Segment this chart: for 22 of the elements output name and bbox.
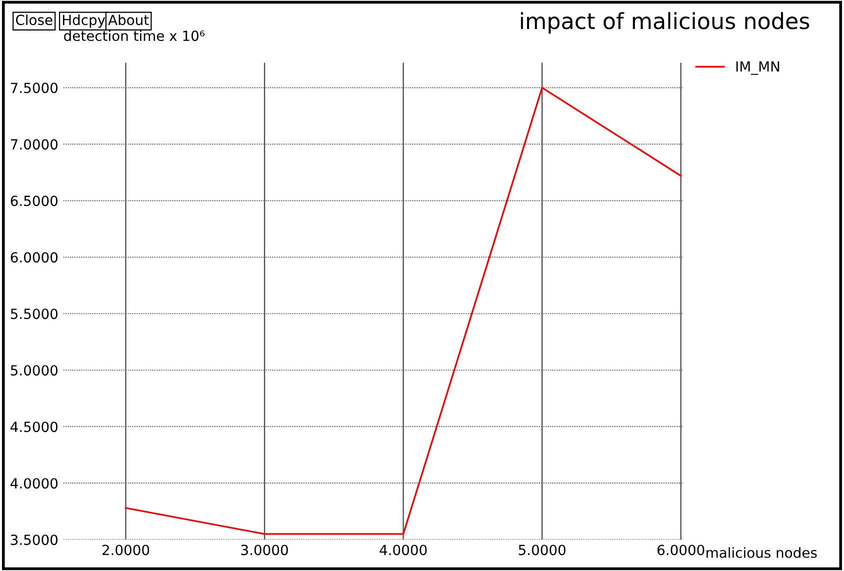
chart-title: impact of malicious nodes [520,12,810,34]
y-tick-label: 4.5000 [10,422,58,432]
x-tick-label: 2.0000 [102,544,150,556]
y-tick-label: 5.5000 [10,308,58,320]
x-axis-title: malicious nodes [706,547,817,558]
x-tick-label: 5.0000 [518,544,566,556]
y-tick-label: 7.0000 [10,139,58,150]
y-tick-label: 3.5000 [10,534,58,546]
y-tick-label: 7.5000 [10,82,58,94]
legend-label: IM_MN [736,61,780,75]
x-tick-label: 4.0000 [380,544,427,556]
x-tick-label: 6.0000 [658,544,704,556]
text: Hdcpy [62,14,106,28]
y-tick-label: 4.0000 [10,478,58,489]
y-tick-label: 6.0000 [10,252,58,263]
y-tick-label: 6.5000 [10,196,58,206]
text: Close [16,14,52,26]
y-axis-title: detection time x 10⁶ [64,30,205,42]
y-tick-label: 5.0000 [10,365,58,376]
text: About [108,14,149,26]
line-series [124,86,682,535]
x-tick-label: 3.0000 [241,544,288,556]
